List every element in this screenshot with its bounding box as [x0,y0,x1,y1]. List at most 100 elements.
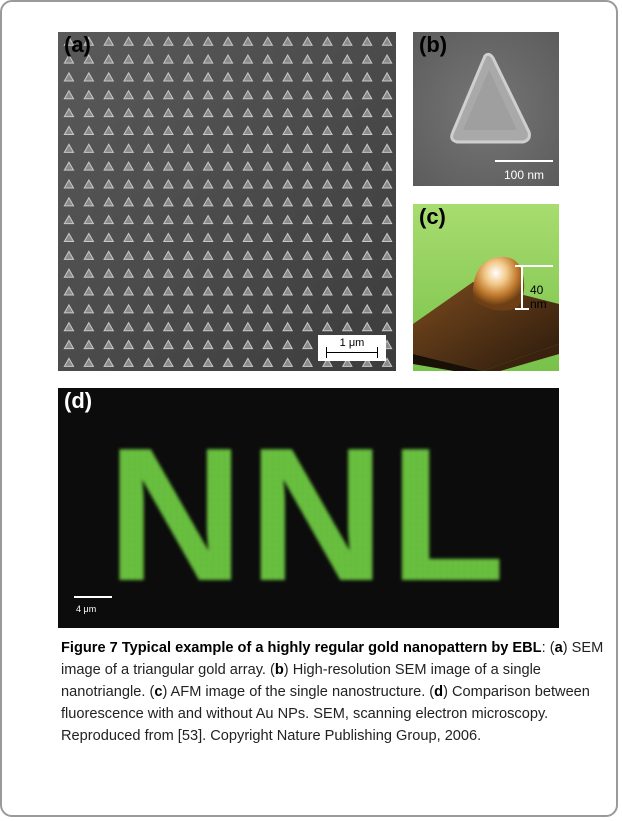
array-nanotriangle [381,89,393,100]
array-nanotriangle [361,54,373,64]
array-nanotriangle [302,250,313,260]
array-nanotriangle [282,36,294,46]
array-nanotriangle [242,303,254,314]
array-nanotriangle [222,321,234,332]
array-nanotriangle [381,36,393,46]
array-nanotriangle [182,357,194,367]
array-nanotriangle [262,196,274,207]
array-nanotriangle [143,285,154,296]
array-nanotriangle [103,339,115,350]
array-nanotriangle [103,36,115,46]
array-nanotriangle [143,178,154,189]
array-nanotriangle [321,268,333,278]
array-nanotriangle [282,71,294,82]
array-nanotriangle [321,303,333,314]
array-nanotriangle [143,303,154,314]
array-nanotriangle [242,161,254,171]
array-nanotriangle [341,178,353,189]
array-nanotriangle [202,71,214,82]
array-nanotriangle [282,161,294,171]
array-nanotriangle [381,71,393,82]
array-nanotriangle [182,125,194,135]
array-nanotriangle [302,285,313,296]
array-nanotriangle [341,71,353,82]
array-nanotriangle [162,125,174,135]
panel-b-scale-text: 100 nm [503,168,545,182]
panel-b-scale-bar [495,160,553,162]
caption-text: ) SEM image of a triangular gold array. … [61,640,604,678]
array-nanotriangle [123,89,135,100]
array-nanotriangle [381,161,393,171]
array-nanotriangle [182,214,194,225]
array-nanotriangle [162,71,174,82]
array-nanotriangle [321,54,333,64]
array-nanotriangle [83,143,95,153]
array-nanotriangle [222,71,234,82]
array-nanotriangle [123,71,135,82]
array-nanotriangle [262,357,274,367]
array-nanotriangle [321,125,333,135]
array-nanotriangle [202,321,214,332]
array-nanotriangle [282,250,294,260]
array-nanotriangle [262,54,274,64]
array-nanotriangle [341,36,353,46]
array-nanotriangle [83,357,95,367]
array-nanotriangle [262,232,274,243]
panel-d-fluorescence: NNL (d) 4 μm [58,388,559,628]
array-nanotriangle [63,36,75,46]
array-nanotriangle [242,357,254,367]
panel-d-scale-text: 4 μm [76,604,97,614]
array-nanotriangle [123,214,135,225]
array-nanotriangle [83,268,95,278]
array-nanotriangle [321,36,333,46]
array-nanotriangle [202,89,214,100]
array-nanotriangle [103,161,115,171]
array-nanotriangle [202,303,214,314]
array-nanotriangle [262,285,274,296]
array-nanotriangle [182,107,194,118]
array-nanotriangle [282,357,294,367]
array-nanotriangle [83,339,95,350]
array-nanotriangle [182,232,194,243]
array-nanotriangle [381,196,393,207]
panel-a-label: (a) [64,32,91,57]
nnl-letters: NNL [107,409,509,621]
array-nanotriangle [123,357,135,367]
array-nanotriangle [302,54,313,64]
array-nanotriangle [83,125,95,135]
array-nanotriangle [123,285,135,296]
array-nanotriangle [63,232,75,243]
array-nanotriangle [123,250,135,260]
array-nanotriangle [302,321,313,332]
array-nanotriangle [123,178,135,189]
array-nanotriangle [222,89,234,100]
array-nanotriangle [302,107,313,118]
array-nanotriangle [242,232,254,243]
array-nanotriangle [103,250,115,260]
array-nanotriangle [222,196,234,207]
array-nanotriangle [302,214,313,225]
array-nanotriangle [182,143,194,153]
array-nanotriangle [282,54,294,64]
array-nanotriangle [242,36,254,46]
array-nanotriangle [63,89,75,100]
array-nanotriangle [321,107,333,118]
array-nanotriangle [63,268,75,278]
caption-text: ) Comparison between fluorescence with a… [61,684,590,744]
array-nanotriangle [242,71,254,82]
array-nanotriangle [103,54,115,64]
array-nanotriangle [341,250,353,260]
caption-text: : ( [541,640,555,656]
array-nanotriangle [262,339,274,350]
array-nanotriangle [83,285,95,296]
array-nanotriangle [143,268,154,278]
array-nanotriangle [361,232,373,243]
array-nanotriangle [222,357,234,367]
array-nanotriangle [202,125,214,135]
array-nanotriangle [302,303,313,314]
array-nanotriangle [143,357,154,367]
array-nanotriangle [222,107,234,118]
array-nanotriangle [302,89,313,100]
array-nanotriangle [123,36,135,46]
